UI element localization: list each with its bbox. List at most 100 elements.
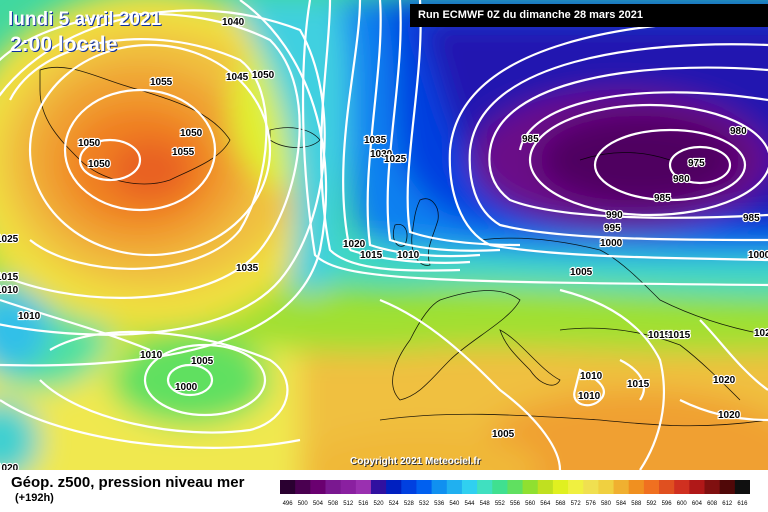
legend-tick-label: 496 (283, 501, 294, 507)
legend-tick-label: 580 (601, 501, 612, 507)
legend-swatch (370, 480, 387, 494)
legend-swatch (689, 480, 706, 494)
legend-tick-label: 588 (631, 501, 642, 507)
isobar-label: 975 (688, 158, 705, 169)
legend-tick-label: 500 (298, 501, 309, 507)
isobar-label: 1025 (384, 154, 407, 165)
legend-tick-label: 548 (480, 501, 491, 507)
legend-tick-label: 512 (343, 501, 354, 507)
isobar-label: 980 (730, 126, 747, 137)
isobar-label: 1055 (150, 77, 173, 88)
legend-swatch (431, 480, 448, 494)
legend-swatch (295, 480, 311, 494)
isobar-label: 995 (604, 223, 621, 234)
isobar-label: 1010 (397, 250, 420, 261)
isobar-label: 1020 (718, 410, 741, 421)
legend-swatch (734, 480, 750, 494)
isobar-label: 1020 (343, 239, 366, 250)
legend-swatch (522, 480, 539, 494)
legend-tick-label: 536 (434, 501, 445, 507)
legend-tick-label: 608 (707, 501, 718, 507)
isobar-label: 990 (606, 210, 623, 221)
isobar-label: 1010 (0, 285, 19, 296)
isobar-label: 1045 (226, 72, 249, 83)
legend-tick-label: 584 (616, 501, 627, 507)
legend-tick-label: 524 (389, 501, 400, 507)
legend-tick-label: 508 (328, 501, 339, 507)
legend-tick-label: 560 (525, 501, 536, 507)
forecast-map: 1040 1055 1045 1050 1050 1050 1050 1055 … (0, 0, 768, 470)
legend-tick-label: 604 (692, 501, 703, 507)
isobar-label: 1010 (580, 371, 603, 382)
isobar-label: 1035 (236, 263, 259, 274)
legend-tick-label: 576 (586, 501, 597, 507)
legend-swatch (537, 480, 554, 494)
isobar-label: 1015 (668, 330, 691, 341)
isobar-label: 1000 (600, 238, 623, 249)
forecast-date: lundi 5 avril 2021 (8, 9, 162, 30)
color-scale: 496 500 504 508 512 516 520 524 528 532 536 540 544 5… (280, 480, 750, 507)
isobar-label: 1020 (0, 463, 19, 470)
legend-swatch (568, 480, 584, 494)
legend-swatch (583, 480, 599, 494)
legend-swatch (416, 480, 433, 494)
legend-tick-label: 564 (540, 501, 551, 507)
legend-tick-label: 612 (722, 501, 733, 507)
isobar-label: 1015 (0, 272, 19, 283)
isobar-labels: 1040 1055 1045 1050 1050 1050 1050 1055 … (0, 16, 768, 470)
forecast-local-time: 2:00 locale (10, 33, 118, 56)
legend-tick-label: 616 (737, 501, 748, 507)
legend-tick-label: 532 (419, 501, 430, 507)
legend-swatch (674, 480, 690, 494)
legend-tick-label: 520 (374, 501, 385, 507)
isobar-label: 1035 (364, 135, 387, 146)
run-info-text: Run ECMWF 0Z du dimanche 28 mars 2021 (418, 9, 643, 21)
isobar-label: 1015 (360, 250, 383, 261)
isobar-label: 1050 (252, 70, 275, 81)
isobar-label: 1050 (88, 159, 111, 170)
legend-swatch (552, 480, 569, 494)
legend-swatch (643, 480, 660, 494)
legend-swatch (446, 480, 463, 494)
lead-time: (+192h) (15, 492, 54, 504)
isobar-label: 1010 (140, 350, 163, 361)
isobar-label: 1050 (78, 138, 101, 149)
isobar-label: 1015 (627, 379, 650, 390)
legend-swatch (628, 480, 645, 494)
legend-swatch (507, 480, 524, 494)
coastlines (39, 66, 768, 427)
legend-swatch (704, 480, 721, 494)
isobar-label: 1000 (175, 382, 198, 393)
legend-tick-label: 544 (465, 501, 476, 507)
legend-tick-label: 552 (495, 501, 506, 507)
legend-tick-label: 516 (358, 501, 369, 507)
legend-swatch (325, 480, 342, 494)
legend-tick-label: 600 (677, 501, 688, 507)
legend-swatch (477, 480, 493, 494)
isobar-label: 985 (654, 193, 671, 204)
legend-swatch (613, 480, 630, 494)
legend-tick-label: 556 (510, 501, 521, 507)
isobar-label: 985 (743, 213, 760, 224)
legend-tick-label: 596 (662, 501, 673, 507)
isobar-label: 1010 (578, 391, 601, 402)
isobar-label: 1020 (754, 328, 768, 339)
isobar-label: 1005 (570, 267, 593, 278)
legend-swatch (598, 480, 615, 494)
isobars (0, 0, 768, 470)
legend-swatch (719, 480, 736, 494)
legend-swatch (310, 480, 326, 494)
isobar-label: 985 (522, 134, 539, 145)
legend-tick-label: 540 (449, 501, 460, 507)
isobar-label: 1055 (172, 147, 195, 158)
legend-swatch (401, 480, 417, 494)
legend-swatch (492, 480, 508, 494)
legend-tick-label: 568 (555, 501, 566, 507)
field-title: Géop. z500, pression niveau mer (11, 474, 245, 491)
legend-swatch (355, 480, 372, 494)
isobar-label: 1005 (191, 356, 214, 367)
legend-swatch (280, 480, 296, 494)
legend-tick-label: 504 (313, 501, 324, 507)
legend-swatch (461, 480, 478, 494)
